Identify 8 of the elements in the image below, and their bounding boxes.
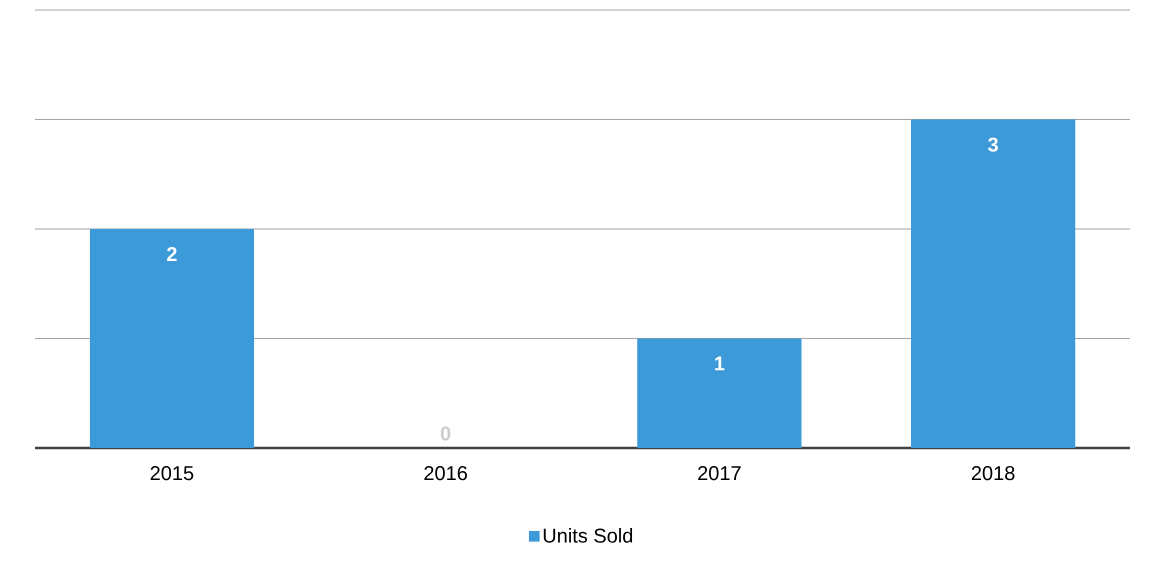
data-label: 2 [167, 247, 177, 261]
x-tick-label: 2015 [150, 466, 194, 481]
data-label: 3 [988, 137, 998, 152]
legend-label: Units Sold [543, 528, 633, 543]
x-tick-label: 2018 [971, 466, 1015, 481]
x-tick-label: 2016 [424, 466, 467, 481]
x-tick-label: 2017 [698, 466, 741, 481]
data-label: 1 [715, 356, 725, 371]
